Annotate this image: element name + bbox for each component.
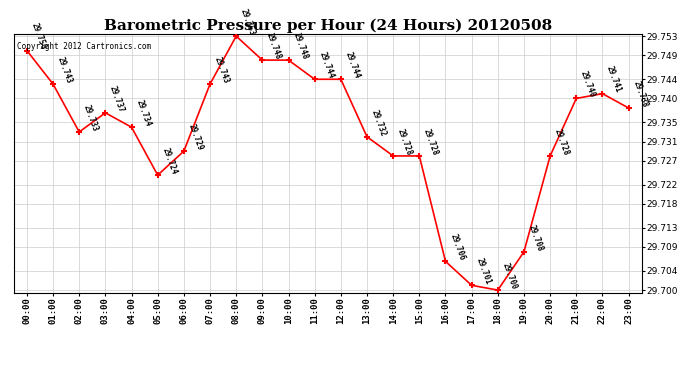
Text: 29.732: 29.732 xyxy=(370,108,388,137)
Text: 29.706: 29.706 xyxy=(448,233,466,262)
Text: 29.700: 29.700 xyxy=(500,261,518,291)
Text: 29.734: 29.734 xyxy=(135,99,152,128)
Text: 29.701: 29.701 xyxy=(475,257,493,286)
Text: 29.729: 29.729 xyxy=(186,123,204,152)
Text: 29.728: 29.728 xyxy=(422,128,440,156)
Text: 29.750: 29.750 xyxy=(30,22,48,51)
Text: 29.737: 29.737 xyxy=(108,84,126,113)
Text: 29.744: 29.744 xyxy=(344,51,362,80)
Text: 29.748: 29.748 xyxy=(291,32,309,61)
Title: Barometric Pressure per Hour (24 Hours) 20120508: Barometric Pressure per Hour (24 Hours) … xyxy=(104,18,552,33)
Text: 29.728: 29.728 xyxy=(553,128,571,156)
Text: 29.743: 29.743 xyxy=(56,56,74,85)
Text: 29.728: 29.728 xyxy=(396,128,414,156)
Text: 29.724: 29.724 xyxy=(161,147,179,176)
Text: 29.738: 29.738 xyxy=(631,80,649,109)
Text: 29.743: 29.743 xyxy=(213,56,230,85)
Text: 29.744: 29.744 xyxy=(317,51,335,80)
Text: 29.740: 29.740 xyxy=(579,70,597,99)
Text: 29.733: 29.733 xyxy=(82,104,100,133)
Text: 29.753: 29.753 xyxy=(239,8,257,37)
Text: 29.748: 29.748 xyxy=(265,32,283,61)
Text: 29.708: 29.708 xyxy=(526,223,544,252)
Text: Copyright 2012 Cartronics.com: Copyright 2012 Cartronics.com xyxy=(17,42,151,51)
Text: 29.741: 29.741 xyxy=(605,65,623,94)
